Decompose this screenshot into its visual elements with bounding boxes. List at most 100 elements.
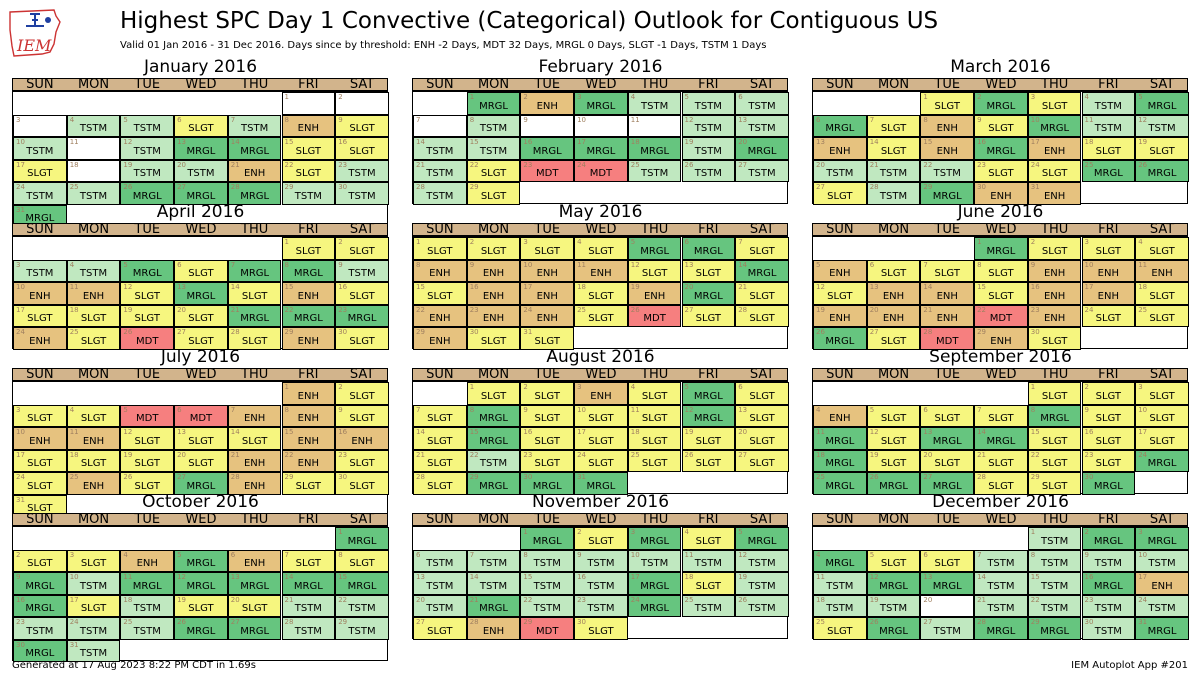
day-cell: 30 SLGT [1027, 327, 1082, 350]
weekday-header: SUN MON TUE WED THU FRI SAT [12, 222, 388, 237]
logo-text: IEM [16, 36, 52, 55]
outlook-category-label: SLGT [1149, 145, 1175, 157]
outlook-category-label: TSTM [1094, 123, 1122, 134]
day-cell: 2 SLGT [466, 237, 521, 260]
day-cell: 29 TSTM [335, 617, 389, 640]
day-cell: 10 TSTM [13, 137, 67, 160]
outlook-category-label: MRGL [25, 648, 55, 659]
outlook-category-label: SLGT [349, 290, 375, 302]
day-number: 7 [230, 260, 236, 269]
day-cell: 21 ENH [920, 304, 975, 327]
outlook-category-label: SLGT [134, 480, 160, 492]
outlook-category-label: SLGT [427, 458, 453, 469]
outlook-category-label: MDT [136, 413, 159, 424]
day-cell: 20 MRGL [735, 137, 789, 160]
day-cell: 24 SLGT [1027, 159, 1082, 182]
weekday-label: THU [641, 222, 669, 237]
day-cell: 2 MRGL [974, 92, 1028, 115]
day-number: 19 [684, 138, 694, 146]
outlook-category-label: MRGL [986, 145, 1016, 157]
day-cell: 22 TSTM [920, 159, 975, 182]
outlook-category-label: TSTM [533, 580, 561, 592]
day-cell: 20 [920, 594, 975, 617]
day-cell: 23 SLGT [335, 449, 389, 472]
day-cell: 23 ENH [466, 304, 521, 327]
outlook-category-label: TSTM [879, 603, 908, 614]
day-cell: 4 SLGT [681, 527, 736, 550]
weekday-label: WED [985, 222, 1017, 237]
day-number: 5 [869, 550, 875, 559]
outlook-category-label: TSTM [79, 580, 108, 592]
outlook-category-label: SLGT [749, 290, 775, 302]
outlook-category-label: MRGL [1093, 480, 1123, 492]
outlook-category-label: TSTM [426, 168, 454, 179]
weekday-label: SAT [1149, 77, 1175, 92]
day-number: 20 [177, 160, 187, 169]
day-number: 11 [630, 115, 640, 124]
day-cell: 17 SLGT [13, 304, 67, 327]
day-number: 21 [416, 160, 425, 169]
outlook-category-label: TSTM [641, 100, 669, 112]
outlook-category-label: ENH [1097, 268, 1119, 279]
day-cell: 29 MRGL [1027, 617, 1082, 640]
day-cell: 7 SLGT [866, 114, 921, 137]
day-cell: 22 SLGT [1027, 449, 1082, 472]
day-number: 26 [816, 328, 825, 336]
day-cell: 23 TSTM [335, 159, 389, 182]
day-number: 23 [523, 450, 533, 459]
day-cell: 30 SLGT [335, 327, 389, 350]
day-number: 7 [977, 550, 982, 559]
outlook-category-label: SLGT [1149, 245, 1175, 257]
outlook-category-label: SLGT [480, 168, 507, 179]
day-number: 22 [923, 160, 933, 169]
outlook-category-label: TSTM [479, 123, 508, 134]
outlook-category-label: TSTM [826, 580, 854, 592]
day-number: 10 [69, 573, 79, 581]
day-number: 2 [577, 528, 582, 536]
outlook-category-label: MRGL [1093, 535, 1123, 547]
day-number: 29 [1030, 618, 1040, 626]
weekday-label: MON [877, 77, 910, 92]
page-title: Highest SPC Day 1 Convective (Categorica… [120, 8, 939, 34]
outlook-category-label: SLGT [534, 458, 560, 469]
day-number: 21 [230, 305, 240, 314]
weekday-label: FRI [298, 512, 319, 527]
day-number: 20 [816, 160, 825, 169]
day-number: 12 [630, 260, 640, 269]
outlook-category-label: SLGT [427, 480, 453, 492]
day-cell: 5 MRGL [681, 382, 736, 405]
weekday-label: FRI [298, 367, 319, 382]
day-cell: 5 SLGT [866, 549, 921, 572]
weekday-label: THU [241, 512, 269, 527]
day-number: 31 [523, 328, 533, 336]
day-number: 18 [577, 283, 587, 291]
outlook-category-label: MRGL [132, 580, 162, 592]
day-number: 23 [1084, 595, 1094, 604]
day-cell: 17 ENH [1135, 572, 1189, 595]
weekday-label: THU [1041, 222, 1069, 237]
day-cell: 9 ENH [1027, 259, 1082, 282]
outlook-category-label: TSTM [748, 603, 776, 614]
month-day-grid: 1 SLGT 2 MRGL 3 SLGT 4 TSTM 5 MRGL 6 MRGL 7 SLGT 8 ENH 9… [812, 91, 1189, 205]
day-number: 16 [523, 428, 533, 436]
outlook-category-label: TSTM [879, 190, 908, 202]
day-cell: 6 ENH [227, 549, 282, 572]
day-cell: 30 TSTM [1081, 617, 1136, 640]
outlook-category-label: TSTM [987, 558, 1015, 569]
month-title: December 2016 [932, 492, 1069, 512]
day-number: 20 [230, 595, 240, 604]
outlook-category-label: MRGL [1040, 625, 1070, 637]
day-number: 12 [816, 283, 825, 291]
day-number: 25 [630, 450, 640, 459]
outlook-category-label: TSTM [587, 580, 615, 592]
weekday-label: TUE [534, 512, 561, 527]
day-cell: 10 TSTM [66, 572, 121, 595]
weekday-label: FRI [298, 77, 319, 92]
day-cell: 16 MRGL [1081, 572, 1136, 595]
outlook-category-label: TSTM [1094, 625, 1122, 637]
day-number: 23 [338, 160, 348, 169]
day-number: 9 [16, 573, 21, 581]
day-number: 12 [123, 428, 133, 436]
outlook-category-label: SLGT [695, 435, 722, 447]
outlook-category-label: TSTM [533, 603, 561, 614]
